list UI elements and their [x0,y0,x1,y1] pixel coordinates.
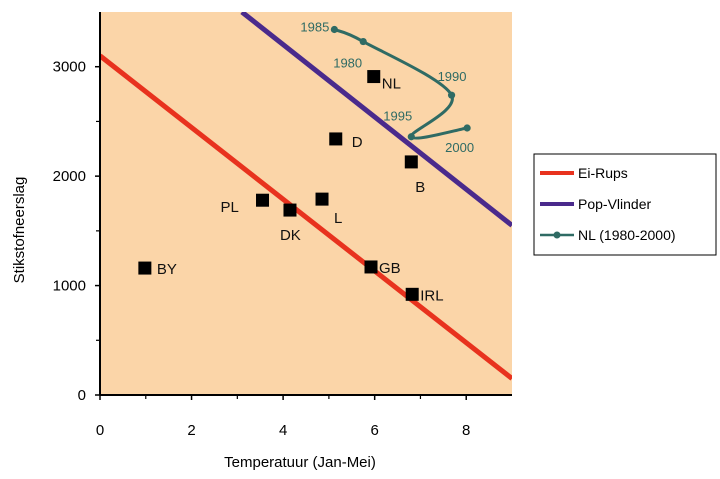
country-label: PL [221,199,239,216]
y-tick-label: 3000 [53,59,86,76]
nl-path-point [359,37,367,46]
country-marker [329,132,343,146]
country-marker [367,70,381,84]
y-tick-label: 2000 [53,168,86,185]
nl-path-series: 1985 1980 1990 1995 2000 [300,20,474,155]
x-tick-label: 6 [370,422,378,439]
country-label: B [415,179,425,196]
x-tick-label: 2 [187,422,195,439]
nl-path-point [447,91,456,99]
legend-swatch-marker [553,231,561,239]
country-label: IRL [420,287,443,304]
country-marker [315,192,329,206]
country-marker [283,203,297,217]
y-tick-label: 1000 [53,278,86,295]
country-label: DK [280,227,301,244]
x-tick-label: 4 [279,422,287,439]
plot-area [100,12,512,395]
country-label: GB [379,260,401,277]
nl-path-point [330,25,338,34]
legend-label: Ei-Rups [578,165,628,181]
nl-year-label: 1985 [300,20,329,35]
trend-line-ei-rups [100,53,512,381]
y-axis-title: Stikstofneerslag [11,177,28,284]
legend-label: NL (1980-2000) [578,227,676,243]
nl-year-label: 1995 [383,109,412,124]
country-marker [364,260,378,274]
nl-path-point [463,124,471,132]
legend: Ei-Rups Pop-Vlinder NL (1980-2000) [533,153,717,256]
legend-label: Pop-Vlinder [578,196,651,212]
nl-path-point [407,133,415,141]
country-label: BY [157,261,177,278]
country-marker [404,155,418,169]
x-tick-label: 8 [462,422,470,439]
y-tick-label: 0 [78,387,86,404]
country-label: L [334,210,342,227]
nl-year-label: 1990 [438,69,467,84]
trend-lines [100,12,512,381]
trend-line-pop-vlinder [240,12,512,228]
x-tick-label: 0 [96,422,104,439]
country-marker [256,193,270,207]
country-label: NL [382,76,401,93]
nl-year-label: 1980 [333,56,362,71]
nl-year-label: 2000 [445,140,474,155]
country-marker [138,261,152,275]
country-label: D [352,134,363,151]
x-axis-title: Temperatuur (Jan-Mei) [224,454,376,471]
country-points: BY PL DK L D NL B GB IRL [138,70,444,304]
country-marker [405,287,419,301]
axes: 0 2 4 6 8 0 1000 2000 3000 [53,12,512,439]
